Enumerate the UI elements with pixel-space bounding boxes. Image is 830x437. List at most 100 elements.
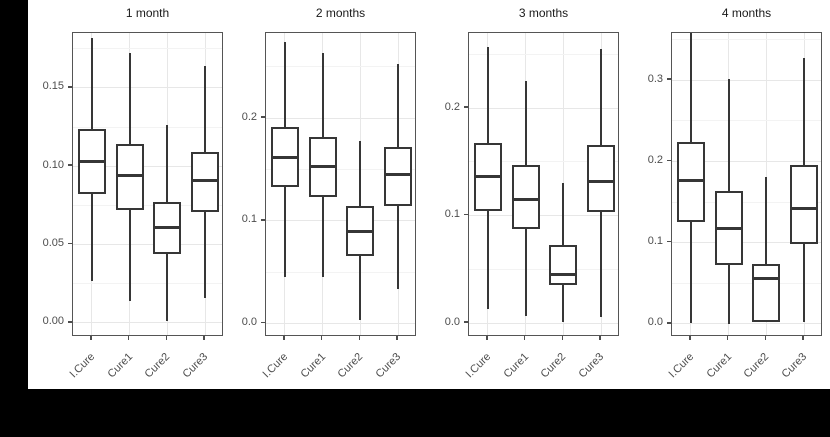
- median-line: [677, 179, 704, 183]
- facet-title: 1 month: [125, 6, 170, 20]
- median-line: [715, 227, 742, 231]
- median-line: [474, 175, 501, 179]
- gridline-minor: [266, 169, 415, 171]
- gridline-minor: [73, 48, 222, 50]
- gridline-minor: [73, 204, 222, 206]
- x-axis-tick-mark: [599, 336, 601, 340]
- gridline-minor: [672, 39, 821, 40]
- x-axis-tick-mark: [523, 336, 526, 340]
- y-axis-tick-mark: [260, 116, 265, 118]
- gridline-minor: [469, 161, 618, 163]
- median-line: [512, 198, 539, 201]
- facet-title: 2 months: [315, 6, 366, 20]
- facet-panel: [72, 32, 223, 336]
- y-axis-tick-label: 0.3: [647, 72, 663, 85]
- x-axis-tick-mark: [689, 336, 691, 340]
- median-line: [271, 155, 298, 159]
- gridline-major: [469, 107, 618, 109]
- x-axis-tick-mark: [802, 336, 804, 340]
- median-line: [385, 173, 412, 177]
- x-axis-tick-mark: [726, 336, 729, 340]
- gridline-major: [672, 242, 821, 244]
- median-line: [791, 207, 818, 211]
- y-axis-tick-label: 0.10: [42, 158, 64, 171]
- x-axis-tick-mark: [358, 336, 361, 340]
- gridline-major: [469, 322, 618, 324]
- gridline-minor: [73, 283, 222, 285]
- median-line: [347, 229, 374, 233]
- median-line: [588, 179, 615, 183]
- y-axis-tick-mark: [666, 322, 671, 324]
- iqr-box: [752, 263, 781, 322]
- iqr-box: [587, 144, 616, 213]
- x-axis-tick-mark: [165, 336, 168, 340]
- gridline-minor: [73, 126, 222, 128]
- gridline-major: [672, 79, 821, 81]
- facet-title: 3 months: [518, 6, 569, 20]
- y-axis-tick-label: 0.1: [444, 208, 460, 221]
- x-axis-tick-mark: [764, 336, 767, 340]
- gridline-major: [469, 215, 618, 217]
- gridline-minor: [266, 66, 415, 68]
- facet-panel: [468, 32, 619, 336]
- iqr-box: [511, 165, 540, 229]
- gridline-minor: [266, 271, 415, 273]
- iqr-box: [191, 152, 220, 212]
- y-axis-tick-label: 0.00: [42, 315, 64, 328]
- gridline-minor: [672, 282, 821, 284]
- y-axis-tick-mark: [666, 159, 671, 162]
- x-axis-tick-mark: [203, 336, 205, 340]
- x-axis-tick-mark: [561, 336, 564, 340]
- y-axis-tick-label: 0.1: [241, 213, 257, 226]
- median-line: [550, 273, 577, 277]
- gridline-major: [73, 87, 222, 89]
- gridline-major: [672, 323, 821, 325]
- gridline-minor: [672, 201, 821, 203]
- facet-panel: [671, 32, 822, 336]
- whisker-line: [765, 176, 768, 323]
- x-axis-tick-mark: [486, 336, 488, 340]
- y-axis-tick-mark: [260, 219, 265, 221]
- y-axis-tick-mark: [67, 86, 72, 88]
- gridline-major: [672, 160, 821, 162]
- gridline-major: [266, 220, 415, 222]
- gridline-major: [73, 322, 222, 324]
- gridline-major: [73, 165, 222, 167]
- gridline-major: [266, 117, 415, 119]
- y-axis-tick-mark: [463, 321, 468, 323]
- y-axis-tick-label: 0.05: [42, 237, 64, 250]
- median-line: [78, 159, 105, 163]
- y-axis-tick-mark: [67, 164, 72, 166]
- median-line: [154, 225, 181, 229]
- median-line: [192, 178, 219, 182]
- gridline-minor: [469, 53, 618, 55]
- y-axis-tick-label: 0.2: [647, 153, 663, 166]
- x-axis-tick-mark: [283, 336, 285, 340]
- gridline-major: [266, 323, 415, 325]
- iqr-box: [790, 164, 819, 244]
- iqr-box: [384, 147, 413, 206]
- gridline-minor: [672, 120, 821, 122]
- iqr-box: [549, 244, 578, 286]
- y-axis-tick-label: 0.0: [444, 315, 460, 328]
- iqr-box: [115, 144, 144, 211]
- facet-panel: [265, 32, 416, 336]
- y-axis-tick-label: 0.2: [241, 110, 257, 123]
- y-axis-tick-label: 0.0: [241, 316, 257, 329]
- y-axis-tick-label: 0.1: [647, 235, 663, 248]
- x-axis-tick-mark: [127, 336, 130, 340]
- facet-title: 4 months: [721, 6, 772, 20]
- y-axis-tick-mark: [67, 242, 72, 245]
- figure-canvas: 1 month 0.00 0.05 0.10 0.15 I.Cure Cure1 Cure2 C…: [28, 0, 830, 389]
- x-axis-tick-mark: [320, 336, 323, 340]
- y-axis-tick-mark: [463, 106, 468, 108]
- median-line: [309, 165, 336, 168]
- y-axis-tick-mark: [260, 321, 265, 324]
- y-axis-tick-mark: [67, 321, 72, 323]
- y-axis-tick-mark: [666, 78, 671, 80]
- y-axis-tick-mark: [666, 240, 671, 243]
- x-axis-tick-mark: [90, 336, 92, 340]
- x-axis-tick-mark: [396, 336, 398, 340]
- median-line: [753, 276, 780, 280]
- gridline-major: [73, 244, 222, 246]
